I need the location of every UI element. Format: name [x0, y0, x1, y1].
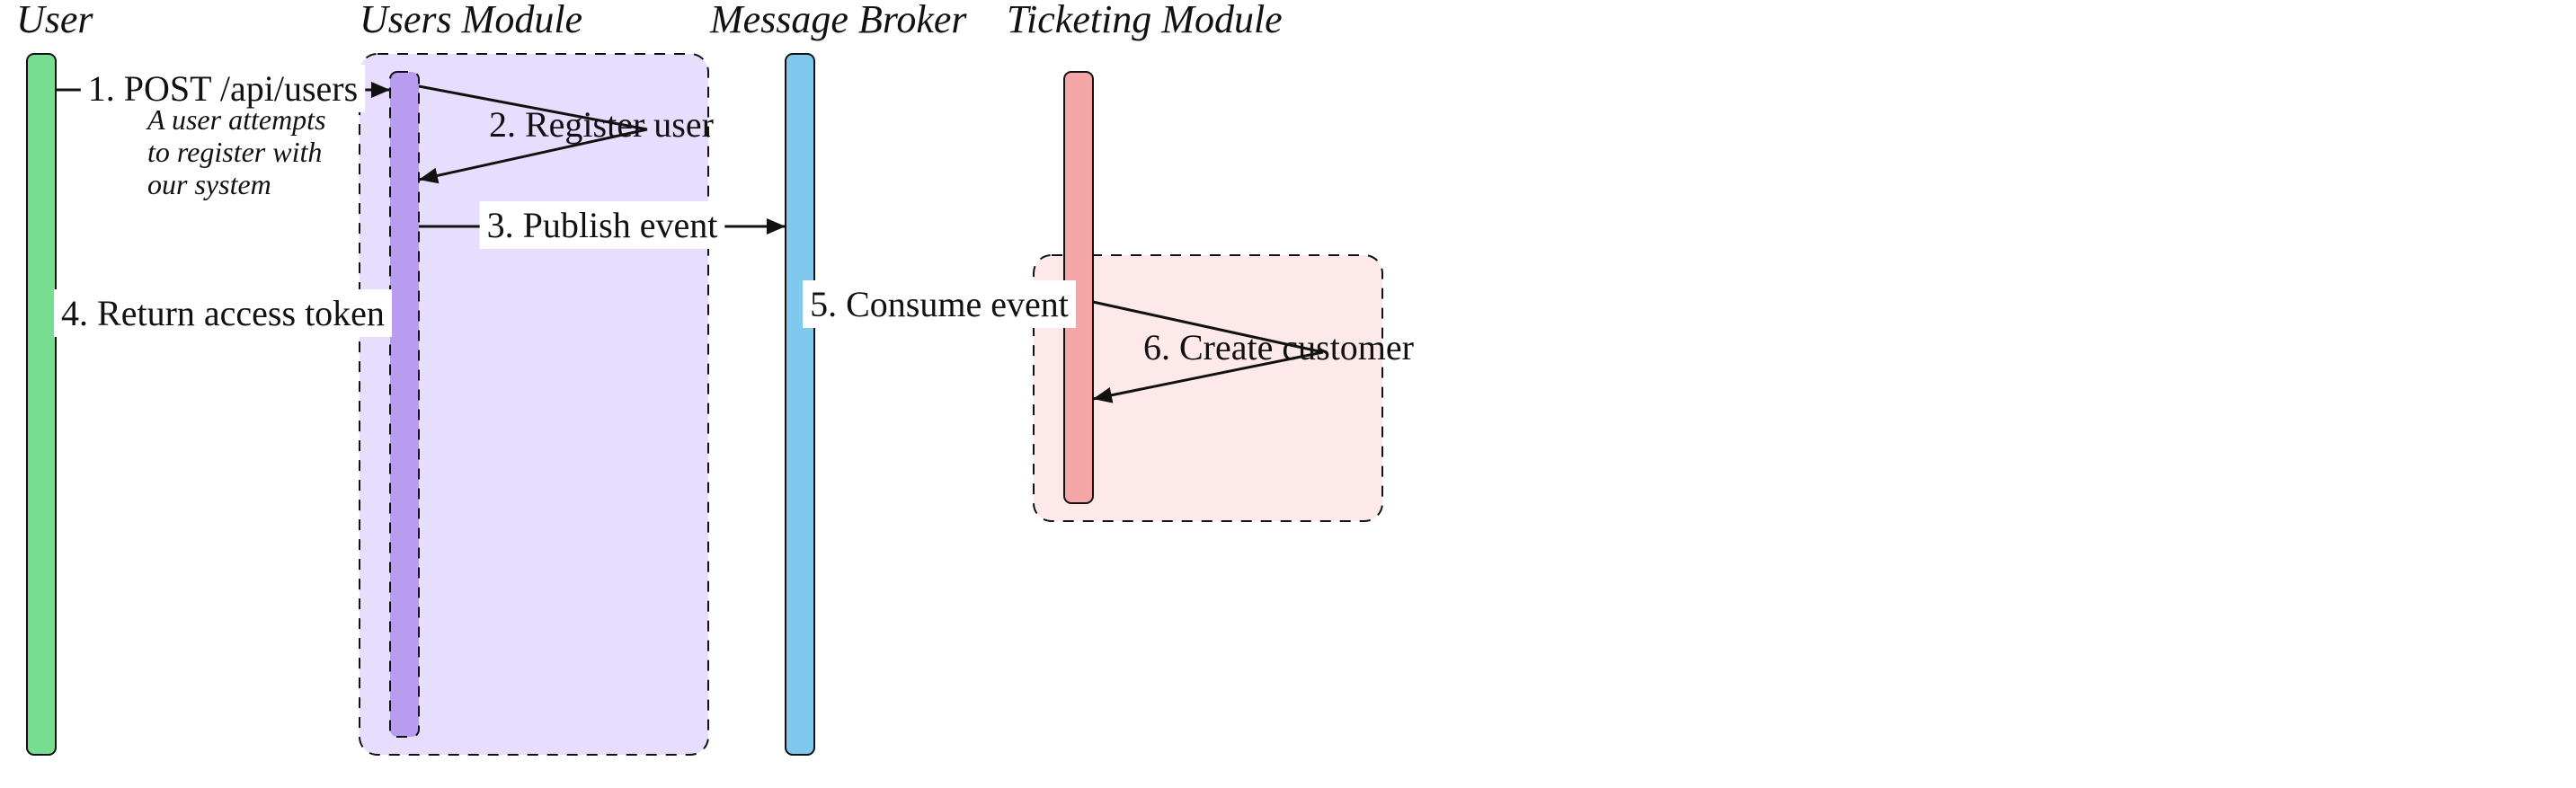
- user-lifeline: [27, 54, 56, 755]
- message-broker-lifeline: [786, 54, 814, 755]
- step-3-label: 3. Publish event: [487, 205, 718, 245]
- title-user: User: [16, 0, 93, 41]
- step-5-label: 5. Consume event: [810, 284, 1069, 324]
- title-message-broker: Message Broker: [709, 0, 967, 41]
- step-1-note-line-1: to register with: [147, 136, 322, 168]
- users-module-lifeline: [390, 72, 419, 737]
- title-ticketing-module: Ticketing Module: [1007, 0, 1283, 41]
- step-2-label: 2. Register user: [489, 104, 714, 145]
- step-1-note-line-0: A user attempts: [146, 103, 326, 136]
- title-users-module: Users Module: [360, 0, 582, 41]
- step-1-note-line-2: our system: [147, 168, 271, 200]
- step-4-label: 4. Return access token: [61, 293, 385, 333]
- step-6-label: 6. Create customer: [1143, 327, 1414, 367]
